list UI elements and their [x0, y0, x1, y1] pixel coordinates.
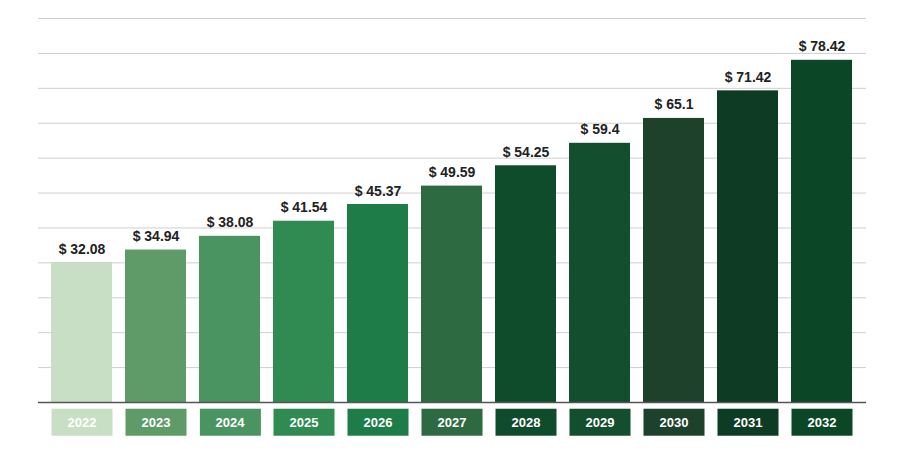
svg-text:$ 32.08: $ 32.08 — [59, 241, 106, 257]
svg-text:2023: 2023 — [142, 415, 171, 430]
svg-text:$ 49.59: $ 49.59 — [429, 164, 476, 180]
svg-text:2030: 2030 — [660, 415, 689, 430]
svg-text:$ 65.1: $ 65.1 — [655, 96, 694, 112]
svg-text:$ 54.25: $ 54.25 — [503, 144, 550, 160]
svg-text:$ 59.4: $ 59.4 — [581, 121, 620, 137]
svg-text:2031: 2031 — [734, 415, 763, 430]
svg-text:$ 34.94: $ 34.94 — [133, 228, 180, 244]
svg-text:2024: 2024 — [216, 415, 246, 430]
svg-text:2022: 2022 — [68, 415, 97, 430]
svg-text:2027: 2027 — [438, 415, 467, 430]
svg-text:$ 41.54: $ 41.54 — [281, 199, 328, 215]
svg-text:2025: 2025 — [290, 415, 319, 430]
svg-text:$ 71.42: $ 71.42 — [725, 69, 772, 85]
svg-text:$ 38.08: $ 38.08 — [207, 214, 254, 230]
svg-text:2028: 2028 — [512, 415, 541, 430]
svg-text:2029: 2029 — [586, 415, 615, 430]
svg-text:$ 45.37: $ 45.37 — [355, 183, 402, 199]
svg-text:2026: 2026 — [364, 415, 393, 430]
svg-text:2032: 2032 — [808, 415, 837, 430]
svg-text:$ 78.42: $ 78.42 — [799, 38, 846, 54]
